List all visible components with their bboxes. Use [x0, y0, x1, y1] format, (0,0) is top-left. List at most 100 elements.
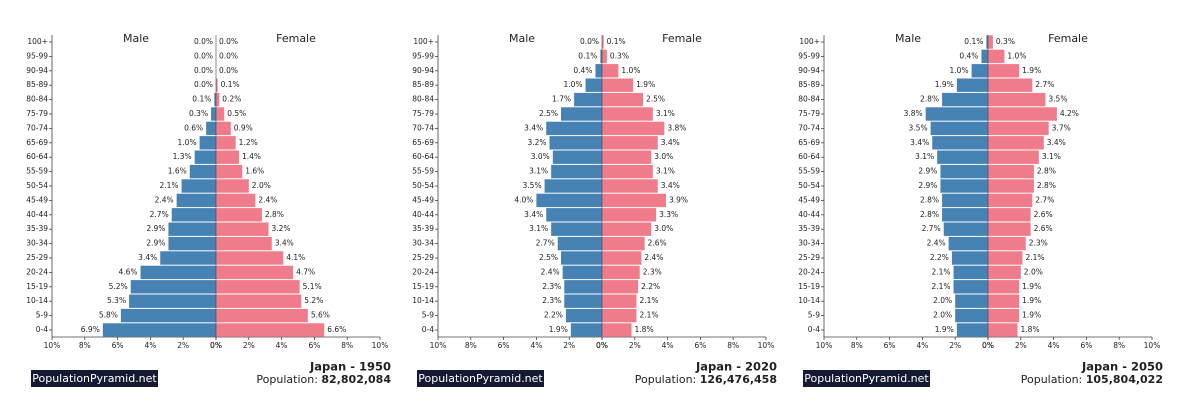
male-bar [930, 121, 988, 136]
male-bar [168, 222, 216, 236]
value-label: 3.0% [654, 152, 673, 161]
female-bar [988, 107, 1057, 121]
x-tick-label: 0% [210, 341, 222, 350]
male-bar [925, 107, 988, 121]
value-label: 5.2% [304, 296, 323, 305]
value-label: 1.0% [564, 80, 583, 89]
female-bar [216, 208, 262, 222]
value-label: 3.8% [904, 109, 923, 118]
value-label: 0.1% [607, 37, 626, 46]
value-label: 2.2% [641, 282, 660, 291]
value-label: 3.5% [523, 181, 542, 190]
value-label: 2.7% [1035, 80, 1054, 89]
y-tick-label: 70-74 [412, 123, 434, 132]
value-label: 0.0% [219, 51, 238, 60]
male-bar [564, 280, 602, 294]
female-bar [216, 323, 325, 337]
value-label: 2.0% [933, 296, 952, 305]
x-tick-label: 6% [498, 341, 510, 350]
male-bar [948, 236, 988, 251]
value-label: 0.9% [234, 123, 253, 132]
value-label: 4.1% [286, 253, 305, 262]
value-label: 2.8% [920, 95, 939, 104]
value-label: 3.0% [654, 224, 673, 233]
x-tick-label: 6% [112, 341, 124, 350]
male-bar [986, 35, 988, 49]
value-label: 2.8% [1037, 181, 1056, 190]
value-label: 3.1% [915, 152, 934, 161]
chart-title: Japan - 2020 [695, 360, 777, 374]
population-value: 82,802,084 [321, 373, 391, 386]
x-tick-label: 8% [727, 341, 739, 350]
value-label: 0.1% [192, 95, 211, 104]
value-label: 1.9% [935, 80, 954, 89]
female-bar [602, 150, 652, 164]
x-tick-label: 0% [596, 341, 608, 350]
y-tick-label: 50-54 [798, 181, 820, 190]
x-tick-label: 4% [1048, 341, 1060, 350]
y-tick-label: 40-44 [26, 210, 48, 219]
value-label: 1.9% [549, 325, 568, 334]
male-bar [130, 280, 216, 294]
y-tick-label: 100+ [27, 37, 48, 46]
y-tick-label: 40-44 [412, 210, 434, 219]
x-tick-label: 10% [430, 341, 447, 350]
chart-title: Japan - 2050 [1081, 360, 1163, 374]
value-label: 1.0% [621, 66, 640, 75]
female-bar [988, 265, 1021, 280]
y-tick-label: 10-14 [798, 296, 820, 305]
x-tick-label: 2% [563, 341, 575, 350]
female-bar [602, 280, 639, 294]
population-value: 126,476,458 [700, 373, 777, 386]
chart-title: Japan - 1950 [309, 360, 391, 374]
y-tick-label: 80-84 [412, 95, 434, 104]
legend-label: Male [895, 32, 921, 45]
y-tick-label: 15-19 [798, 282, 820, 291]
male-bar [595, 64, 602, 78]
x-tick-label: 0% [982, 341, 994, 350]
y-tick-label: 95-99 [412, 51, 434, 60]
value-label: 1.4% [242, 152, 261, 161]
value-label: 2.3% [542, 296, 561, 305]
female-bar [216, 294, 302, 308]
male-bar [940, 164, 988, 179]
x-tick-label: 2% [629, 341, 641, 350]
male-bar [557, 236, 602, 251]
value-label: 3.4% [524, 210, 543, 219]
value-label: 2.0% [933, 311, 952, 320]
female-bar [602, 107, 653, 121]
y-tick-label: 0-4 [36, 325, 48, 334]
female-bar [988, 323, 1018, 337]
value-label: 2.3% [1029, 239, 1048, 248]
female-bar [602, 179, 658, 193]
y-tick-label: 85-89 [26, 80, 48, 89]
y-tick-label: 45-49 [412, 195, 434, 204]
y-tick-label: 10-14 [412, 296, 434, 305]
female-bar [602, 251, 642, 265]
value-label: 0.2% [222, 95, 241, 104]
value-label: 3.1% [1042, 152, 1061, 161]
population-label: Population: [1021, 373, 1083, 386]
male-bar [211, 107, 216, 121]
x-tick-label: 4% [144, 341, 156, 350]
y-tick-label: 5-9 [36, 311, 48, 320]
value-label: 2.4% [541, 267, 560, 276]
value-label: 2.7% [536, 239, 555, 248]
value-label: 3.5% [909, 123, 928, 132]
female-bar [602, 49, 607, 64]
male-bar [171, 208, 216, 222]
y-tick-label: 45-49 [798, 195, 820, 204]
value-label: 2.5% [539, 109, 558, 118]
male-bar [953, 280, 988, 294]
male-bar [951, 251, 988, 265]
value-label: 2.0% [1024, 267, 1043, 276]
y-tick-label: 80-84 [26, 95, 48, 104]
value-label: 4.7% [296, 267, 315, 276]
value-label: 2.6% [648, 239, 667, 248]
value-label: 1.9% [935, 325, 954, 334]
female-bar [216, 121, 231, 136]
population: Population: 82,802,084 [256, 373, 391, 386]
value-label: 3.4% [138, 253, 157, 262]
male-bar [953, 265, 988, 280]
female-bar [988, 64, 1020, 78]
